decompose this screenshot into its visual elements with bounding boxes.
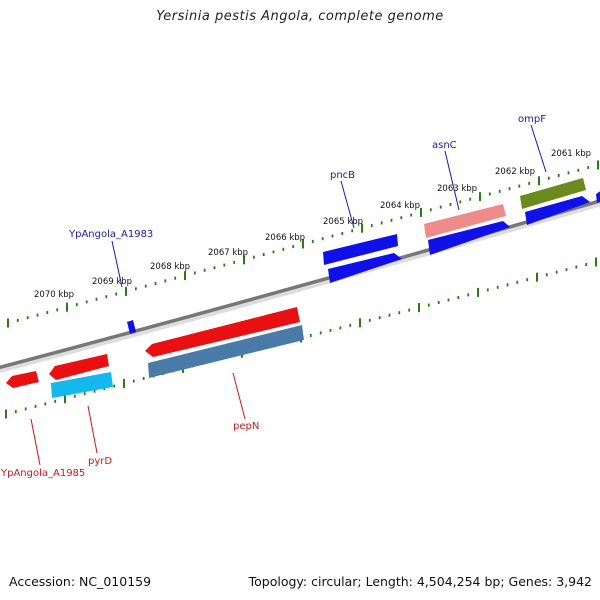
gene-label-ypangola-a1983[interactable]: YpAngola_A1983 (68, 229, 153, 240)
gene-label-ompf[interactable]: ompF (518, 114, 546, 125)
ruler-label-2068: 2068 kbp (150, 262, 190, 272)
ruler-label-2067: 2067 kbp (208, 248, 248, 258)
leader-pyrd (87, 405, 98, 454)
gene-label-pyrd[interactable]: pyrD (88, 456, 112, 467)
reverse-features (6, 307, 304, 398)
feature-pepn-cds[interactable] (148, 325, 304, 378)
gene-label-pepn[interactable]: pepN (233, 421, 259, 432)
feature-asnc-gene[interactable] (424, 204, 506, 238)
feature-edge-forward[interactable] (596, 190, 600, 203)
ruler-label-2070: 2070 kbp (34, 290, 74, 300)
feature-ompf-gene[interactable] (520, 178, 586, 209)
leader-pepn (232, 372, 246, 420)
gene-label-asnc[interactable]: asnC (432, 140, 457, 151)
feature-pyrd-gene[interactable] (49, 354, 109, 380)
leader-asnc (444, 150, 460, 211)
ruler-label-2069: 2069 kbp (92, 277, 132, 287)
genome-backbone-core (0, 199, 600, 370)
map-title: Yersinia pestis Angola, complete genome (156, 9, 444, 24)
feature-pncb-gene[interactable] (323, 234, 398, 265)
feature-ypangola-a1983[interactable] (127, 320, 136, 334)
gene-label-pncb[interactable]: pncB (330, 170, 355, 181)
ruler-label-2066: 2066 kbp (265, 233, 305, 243)
feature-pyrd-cds[interactable] (51, 372, 113, 398)
feature-asnc-cds[interactable] (428, 221, 510, 255)
accession-text: Accession: NC_010159 (9, 574, 152, 589)
gene-label-ypangola-a1985[interactable]: YpAngola_A1985 (0, 468, 85, 479)
feature-pepn-gene[interactable] (145, 307, 300, 357)
genome-backbone (0, 199, 600, 373)
feature-pncb-cds[interactable] (328, 253, 402, 283)
ruler-label-2061: 2061 kbp (551, 149, 591, 159)
leader-ypangola-a1983 (111, 240, 123, 288)
ruler-label-2062: 2062 kbp (495, 167, 535, 177)
leader-ompf (530, 124, 547, 173)
leader-pncb (340, 180, 355, 229)
forward-features (127, 178, 600, 334)
feature-ompf-cds[interactable] (525, 196, 590, 225)
ruler-label-2065: 2065 kbp (323, 217, 363, 227)
leader-ypangola-a1985 (30, 418, 41, 466)
ruler-label-2063: 2063 kbp (437, 184, 477, 194)
ruler-label-2064: 2064 kbp (380, 201, 420, 211)
genome-summary-text: Topology: circular; Length: 4,504,254 bp… (248, 574, 592, 589)
upper-tick-ruler (7, 160, 599, 328)
feature-ypangola-a1985[interactable] (6, 371, 39, 388)
